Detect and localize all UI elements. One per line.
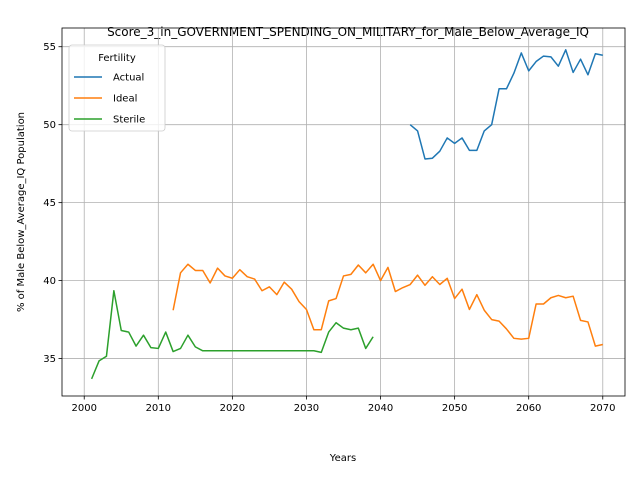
y-tick-label: 40: [43, 276, 56, 287]
legend-entries: Actual Ideal Sterile: [74, 73, 145, 126]
y-tick-label: 45: [43, 198, 56, 209]
x-axis-ticks: 2000 2010 2020 2030 2040 2050 2060 2070: [71, 396, 616, 414]
series-line-sterile: [90, 290, 374, 380]
x-tick-label: 2060: [516, 403, 541, 414]
legend-label-ideal: Ideal: [113, 94, 137, 105]
x-tick-label: 2030: [294, 403, 319, 414]
x-tick-label: 2050: [442, 403, 467, 414]
x-tick-label: 2010: [146, 403, 171, 414]
legend-title: Fertility: [98, 53, 136, 64]
x-tick-label: 2070: [590, 403, 615, 414]
series-line-actual: [409, 49, 603, 160]
legend-box: [68, 44, 166, 132]
y-tick-label: 55: [43, 42, 56, 53]
legend-label-sterile: Sterile: [113, 115, 145, 126]
series-line-ideal: [172, 263, 603, 347]
x-axis-label: Years: [329, 453, 356, 464]
legend-label-actual: Actual: [113, 73, 144, 84]
legend: Fertility Actual Ideal Sterile: [68, 44, 166, 132]
plot-frame: [61, 27, 626, 397]
y-tick-label: 50: [43, 120, 56, 131]
x-tick-label: 2040: [368, 403, 393, 414]
chart-title: Score_3_in_GOVERNMENT_SPENDING_ON_MILITA…: [107, 25, 589, 39]
y-tick-label: 35: [43, 354, 56, 365]
series-lines: [90, 49, 603, 380]
x-tick-label: 2000: [71, 403, 96, 414]
y-axis-label: % of Male Below_Average_IQ Population: [16, 112, 27, 312]
x-tick-label: 2020: [220, 403, 245, 414]
y-axis-ticks: 35 40 45 50 55: [43, 42, 62, 365]
